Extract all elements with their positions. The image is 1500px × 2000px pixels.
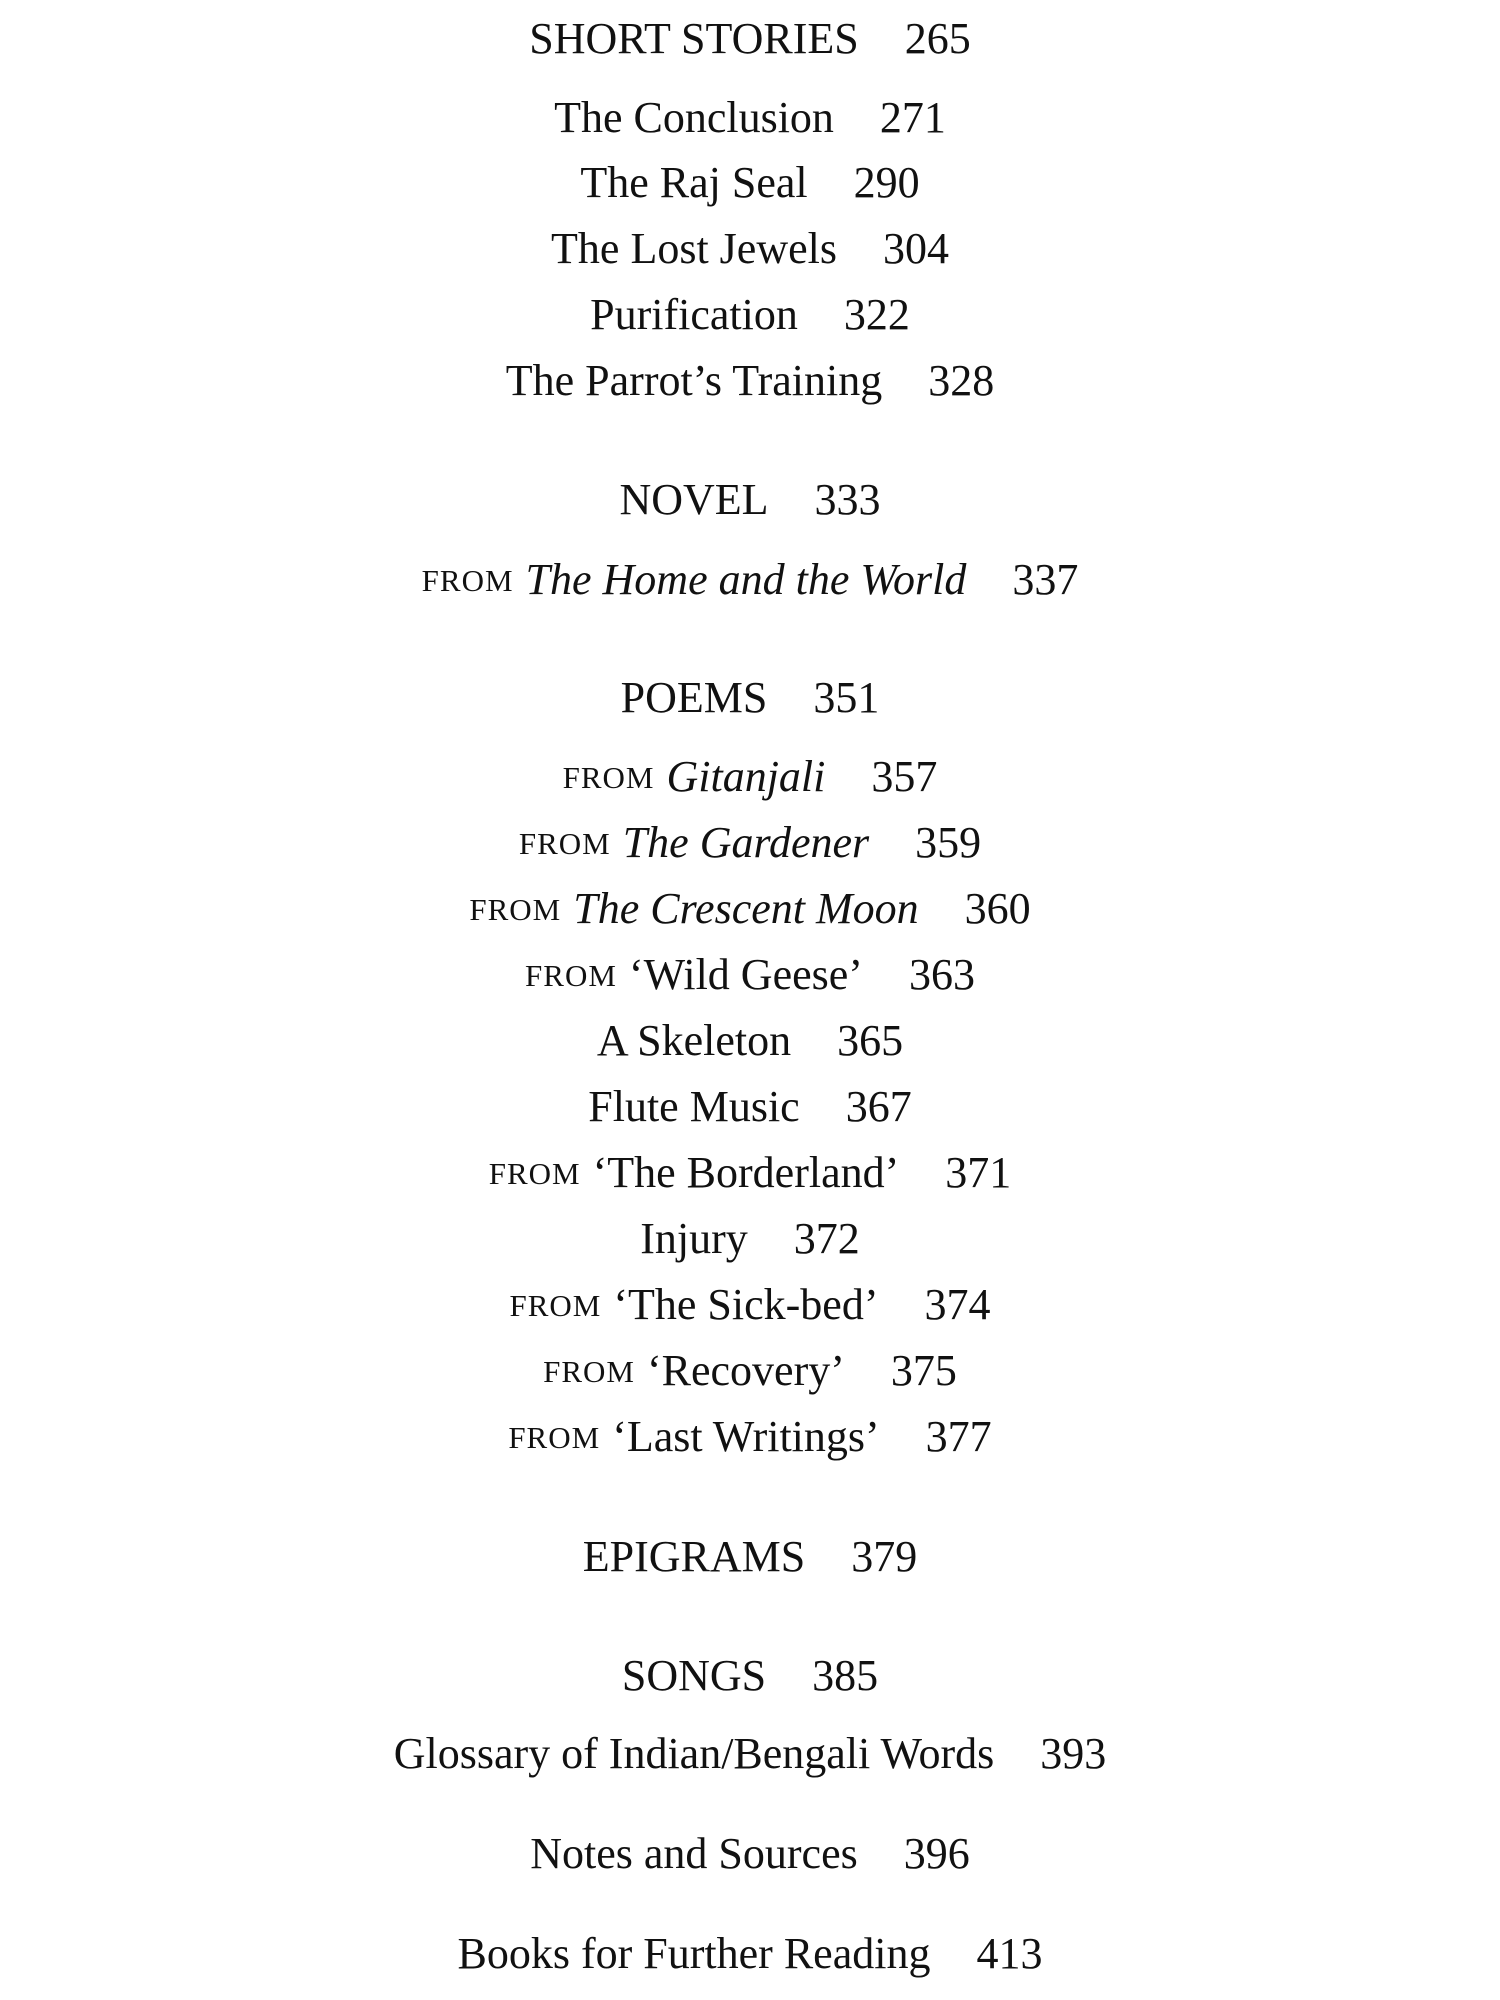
entry-title: Glossary of Indian/Bengali Words [394, 1729, 995, 1778]
page-number: 333 [815, 475, 881, 524]
toc-line: The Conclusion 271 [554, 93, 946, 142]
page-number: 375 [891, 1346, 957, 1395]
toc-line: NOVEL 333 [619, 475, 880, 524]
entry-title: ‘Last Writings’ [612, 1412, 879, 1461]
entry-prefix: FROM [525, 958, 617, 993]
toc-line: Purification 322 [590, 290, 910, 339]
page-number: 365 [837, 1016, 903, 1065]
entry-title: The Crescent Moon [573, 884, 918, 933]
entry-title: The Parrot’s Training [506, 356, 882, 405]
entry-title: Books for Further Reading [458, 1929, 931, 1978]
page-number: 374 [925, 1280, 991, 1329]
toc-line: POEMS 351 [621, 673, 880, 722]
entry-title: ‘Recovery’ [647, 1346, 845, 1395]
entry-title: POEMS [621, 673, 768, 722]
page-number: 359 [915, 818, 981, 867]
page-number: 385 [812, 1651, 878, 1700]
toc-line: EPIGRAMS 379 [583, 1532, 918, 1581]
toc-line: FROM ‘The Sick-bed’ 374 [510, 1280, 991, 1329]
page-number: 337 [1012, 555, 1078, 604]
page-number: 372 [794, 1214, 860, 1263]
entry-title: ‘The Borderland’ [593, 1148, 900, 1197]
page-number: 304 [883, 224, 949, 273]
page-number: 379 [851, 1532, 917, 1581]
page-number: 322 [844, 290, 910, 339]
toc-line: The Raj Seal 290 [580, 158, 919, 207]
entry-title: ‘Wild Geese’ [629, 950, 863, 999]
entry-prefix: FROM [563, 760, 655, 795]
entry-title: A Skeleton [597, 1016, 791, 1065]
entry-title: Flute Music [588, 1082, 799, 1131]
page-number: 371 [945, 1148, 1011, 1197]
entry-title: Notes and Sources [530, 1829, 858, 1878]
toc-line: The Lost Jewels 304 [551, 224, 949, 273]
entry-title: Purification [590, 290, 798, 339]
entry-prefix: FROM [510, 1288, 602, 1323]
toc-line: FROM Gitanjali 357 [563, 752, 938, 801]
toc-line: Glossary of Indian/Bengali Words 393 [394, 1729, 1107, 1778]
entry-title: SHORT STORIES [529, 14, 858, 63]
entry-title: The Conclusion [554, 93, 834, 142]
entry-title: The Gardener [623, 818, 870, 867]
page-number: 367 [846, 1082, 912, 1131]
entry-prefix: FROM [469, 892, 561, 927]
entry-title: The Home and the World [526, 555, 968, 604]
entry-prefix: FROM [543, 1354, 635, 1389]
toc-line: FROM ‘Wild Geese’ 363 [525, 950, 975, 999]
toc-line: SHORT STORIES 265 [529, 14, 970, 63]
toc-line: SONGS 385 [622, 1651, 878, 1700]
toc-line: FROM ‘Recovery’ 375 [543, 1346, 957, 1395]
page-number: 265 [905, 14, 971, 63]
page-number: 396 [904, 1829, 970, 1878]
entry-title: NOVEL [619, 475, 768, 524]
entry-prefix: FROM [508, 1420, 600, 1455]
entry-prefix: FROM [489, 1156, 581, 1191]
toc-line: FROM The Home and the World 337 [422, 555, 1079, 604]
entry-title: SONGS [622, 1651, 766, 1700]
page-number: 393 [1040, 1729, 1106, 1778]
page-number: 290 [854, 158, 920, 207]
toc-line: A Skeleton 365 [597, 1016, 903, 1065]
entry-prefix: FROM [519, 826, 611, 861]
toc-line: FROM ‘Last Writings’ 377 [508, 1412, 991, 1461]
page-number: 357 [871, 752, 937, 801]
entry-title: The Raj Seal [580, 158, 807, 207]
page-number: 413 [976, 1929, 1042, 1978]
entry-title: Gitanjali [666, 752, 825, 801]
entry-title: EPIGRAMS [583, 1532, 806, 1581]
page-number: 363 [909, 950, 975, 999]
page-number: 351 [813, 673, 879, 722]
page-number: 377 [926, 1412, 992, 1461]
page-number: 360 [965, 884, 1031, 933]
entry-title: ‘The Sick-bed’ [613, 1280, 878, 1329]
toc-line: Flute Music 367 [588, 1082, 911, 1131]
entry-title: The Lost Jewels [551, 224, 837, 273]
entry-title: Injury [640, 1214, 748, 1263]
toc-line: The Parrot’s Training 328 [506, 356, 994, 405]
toc-line: FROM The Gardener 359 [519, 818, 981, 867]
page-number: 328 [928, 356, 994, 405]
toc-line: Injury 372 [640, 1214, 860, 1263]
toc-line: FROM ‘The Borderland’ 371 [489, 1148, 1012, 1197]
toc-line: Books for Further Reading 413 [458, 1929, 1043, 1978]
entry-prefix: FROM [422, 563, 514, 598]
toc-line: FROM The Crescent Moon 360 [469, 884, 1030, 933]
page-number: 271 [880, 93, 946, 142]
toc-line: Notes and Sources 396 [530, 1829, 970, 1878]
